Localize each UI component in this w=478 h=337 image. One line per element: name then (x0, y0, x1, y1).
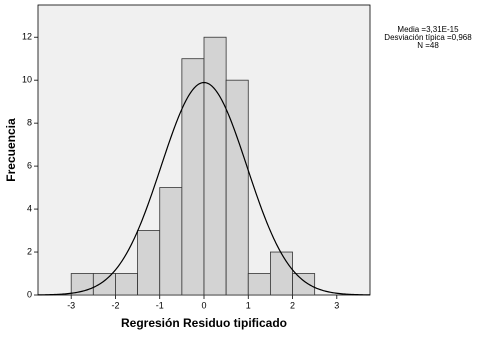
y-tick-label: 12 (22, 32, 32, 42)
stat-label: Desviación típica =0,968 (384, 33, 472, 42)
bar (159, 187, 183, 296)
bar (181, 58, 205, 296)
x-tick-label: -2 (111, 300, 119, 310)
x-tick-label: 1 (246, 300, 251, 310)
y-tick-label: 10 (22, 75, 32, 85)
bar (292, 273, 316, 296)
y-tick-label: 4 (27, 203, 32, 213)
bar (92, 273, 116, 296)
x-tick-label: 2 (290, 300, 295, 310)
y-tick-label: 0 (27, 289, 32, 299)
y-tick-label: 6 (27, 160, 32, 170)
bar (203, 36, 227, 296)
bar (269, 251, 293, 296)
bar (247, 273, 271, 296)
bar (225, 79, 249, 296)
stat-label: Media =3,31E-15 (397, 25, 459, 34)
normal-curve (37, 81, 371, 296)
stat-label: N =48 (417, 41, 439, 50)
x-tick-label: -1 (156, 300, 164, 310)
x-tick-label: -3 (67, 300, 75, 310)
bar (137, 230, 161, 296)
y-tick-label: 8 (27, 118, 32, 128)
y-tick-label: 2 (27, 246, 32, 256)
x-axis-label: Regresión Residuo tipificado (121, 316, 287, 330)
x-tick-label: 0 (201, 300, 206, 310)
bar (115, 273, 139, 296)
y-axis-label: Frecuencia (4, 118, 18, 182)
x-tick-label: 3 (334, 300, 339, 310)
